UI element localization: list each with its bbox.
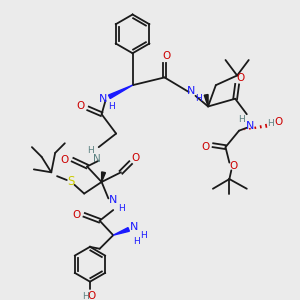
Text: O: O: [162, 51, 171, 61]
Text: O: O: [76, 101, 84, 112]
Text: H: H: [82, 292, 88, 300]
Text: O: O: [274, 117, 283, 127]
Text: O: O: [236, 74, 244, 83]
Text: N: N: [93, 154, 100, 164]
Polygon shape: [102, 172, 105, 182]
Text: O: O: [201, 142, 209, 152]
Text: N: N: [187, 86, 195, 96]
Text: O: O: [61, 155, 69, 165]
Text: H: H: [118, 204, 125, 213]
Text: H: H: [195, 94, 202, 103]
Text: N: N: [130, 223, 139, 232]
Text: O: O: [88, 291, 96, 300]
Text: N: N: [99, 94, 108, 104]
Text: H: H: [133, 236, 140, 245]
Text: H: H: [268, 119, 274, 128]
Text: N: N: [109, 195, 117, 206]
Text: H: H: [238, 115, 245, 124]
Polygon shape: [109, 85, 133, 98]
Text: O: O: [72, 210, 81, 220]
Polygon shape: [204, 94, 208, 106]
Text: H: H: [88, 146, 94, 154]
Text: O: O: [131, 153, 140, 163]
Text: N: N: [245, 121, 254, 131]
Polygon shape: [113, 228, 129, 235]
Text: H: H: [108, 102, 115, 111]
Text: H: H: [140, 231, 147, 240]
Text: S: S: [67, 176, 74, 188]
Text: O: O: [229, 161, 237, 172]
